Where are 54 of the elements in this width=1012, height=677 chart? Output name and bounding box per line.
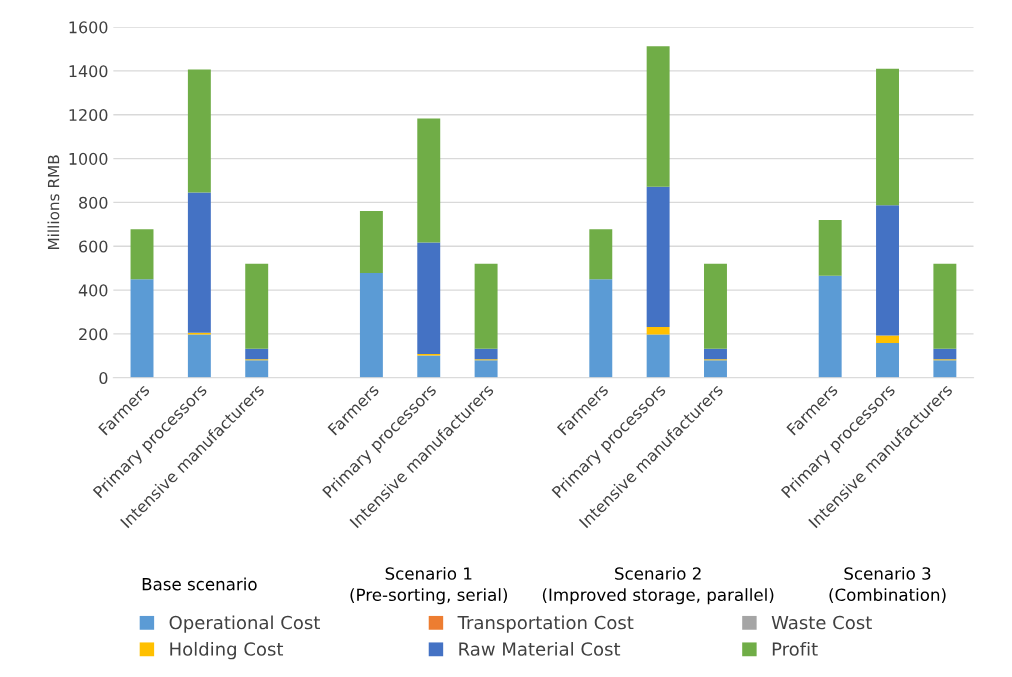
- bar: [876, 68, 899, 206]
- legend-label: Transportation Cost: [457, 615, 634, 633]
- bar: [187, 69, 211, 193]
- bar: [876, 342, 899, 378]
- bar: [818, 219, 842, 276]
- bar: [130, 279, 154, 378]
- bar: [646, 334, 670, 378]
- y-tick-label: 200: [79, 328, 108, 341]
- legend-label: Operational Cost: [169, 615, 320, 633]
- bar: [245, 348, 269, 360]
- y-tick-label: 600: [79, 240, 108, 253]
- bar: [589, 229, 613, 280]
- bar: [876, 205, 899, 336]
- bar: [417, 118, 441, 243]
- bar: [933, 348, 957, 360]
- bar: [130, 229, 154, 280]
- y-tick-label: 1200: [69, 108, 108, 122]
- y-tick-label: 800: [79, 196, 108, 209]
- y-tick-label: 1400: [69, 65, 108, 78]
- text: Scenario 3 (Combination): [829, 566, 946, 603]
- bar: [187, 192, 211, 333]
- bar: [245, 360, 269, 378]
- legend-label: Raw Material Cost: [459, 641, 621, 656]
- y-tick-label: 1000: [69, 152, 108, 165]
- bar: [417, 242, 441, 354]
- y-tick-label: 0: [99, 371, 108, 385]
- bar: [933, 263, 957, 349]
- bar: [417, 355, 441, 378]
- bar: [704, 348, 727, 360]
- bar: [646, 186, 670, 327]
- bar: [818, 275, 842, 378]
- bar: [704, 263, 727, 349]
- text: Scenario 1 (Pre-sorting, serial): [350, 566, 508, 605]
- bar: [646, 46, 670, 187]
- bar: [589, 279, 613, 378]
- legend-label: Profit: [772, 641, 818, 656]
- bar: [474, 360, 498, 378]
- bar: [704, 360, 727, 378]
- y-tick-label: 1600: [69, 21, 108, 34]
- bar: [474, 348, 498, 360]
- bar: [187, 334, 211, 378]
- y-tick-label: 400: [78, 284, 108, 297]
- bar: [474, 263, 498, 349]
- text: Scenario 2 (Improved storage, parallel): [542, 566, 774, 605]
- bar: [359, 273, 383, 378]
- legend-label: Holding Cost: [170, 641, 284, 660]
- bar: [933, 360, 957, 378]
- bar: [646, 326, 670, 335]
- legend-label: Waste Cost: [771, 615, 872, 630]
- bar: [876, 335, 899, 343]
- bar: [359, 210, 383, 273]
- text: Base scenario: [142, 577, 257, 591]
- bar: [245, 263, 269, 349]
- y-axis-title: Millions RMB: [47, 155, 60, 250]
